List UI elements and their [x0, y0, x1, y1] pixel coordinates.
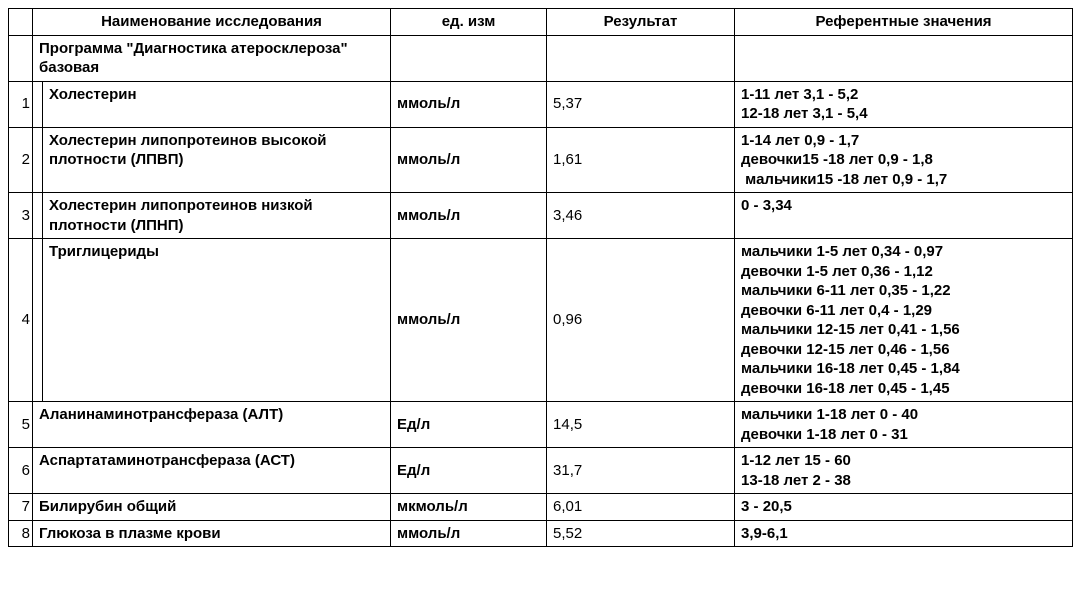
row-number: 2 [9, 127, 33, 193]
row-number: 6 [9, 448, 33, 494]
test-unit: Ед/л [391, 448, 547, 494]
program-title-unit [391, 35, 547, 81]
test-result: 0,96 [547, 239, 735, 402]
test-result: 6,01 [547, 494, 735, 521]
reference-line: девочки 12-15 лет 0,46 - 1,56 [741, 340, 1066, 360]
row-indent-gap [33, 127, 43, 193]
test-reference: 0 - 3,34 [735, 193, 1073, 239]
row-number: 1 [9, 81, 33, 127]
reference-line: мальчики 16-18 лет 0,45 - 1,84 [741, 359, 1066, 379]
col-header-name: Наименование исследования [33, 9, 391, 36]
reference-line: 1-12 лет 15 - 60 [741, 451, 1066, 471]
table-row: 5Аланинаминотрансфераза (АЛТ)Ед/л14,5мал… [9, 402, 1073, 448]
test-result: 5,52 [547, 520, 735, 547]
test-name: Холестерин [43, 81, 391, 127]
test-unit: Ед/л [391, 402, 547, 448]
test-unit: ммоль/л [391, 81, 547, 127]
test-unit: мкмоль/л [391, 494, 547, 521]
test-reference: 1-11 лет 3,1 - 5,212-18 лет 3,1 - 5,4 [735, 81, 1073, 127]
row-indent-gap [33, 81, 43, 127]
lab-results-table: Наименование исследования ед. изм Резуль… [8, 8, 1073, 547]
col-header-unit: ед. изм [391, 9, 547, 36]
reference-line: 1-14 лет 0,9 - 1,7 [741, 131, 1066, 151]
test-unit: ммоль/л [391, 127, 547, 193]
test-name: Холестерин липопротеинов низкой плотност… [43, 193, 391, 239]
reference-line: девочки15 -18 лет 0,9 - 1,8 [741, 150, 1066, 170]
test-result: 1,61 [547, 127, 735, 193]
test-reference: мальчики 1-18 лет 0 - 40девочки 1-18 лет… [735, 402, 1073, 448]
program-title-reference [735, 35, 1073, 81]
row-number: 3 [9, 193, 33, 239]
test-name: Аланинаминотрансфераза (АЛТ) [33, 402, 391, 448]
test-result: 3,46 [547, 193, 735, 239]
test-name: Аспартатаминотрансфераза (АСТ) [33, 448, 391, 494]
test-reference: 3 - 20,5 [735, 494, 1073, 521]
row-number: 4 [9, 239, 33, 402]
row-indent-gap [33, 239, 43, 402]
program-title-row: Программа "Диагностика атеросклероза" ба… [9, 35, 1073, 81]
test-unit: ммоль/л [391, 193, 547, 239]
reference-line: девочки 1-18 лет 0 - 31 [741, 425, 1066, 445]
test-name: Билирубин общий [33, 494, 391, 521]
test-reference: 1-12 лет 15 - 6013-18 лет 2 - 38 [735, 448, 1073, 494]
col-header-reference: Референтные значения [735, 9, 1073, 36]
row-number: 8 [9, 520, 33, 547]
reference-line: мальчики 1-5 лет 0,34 - 0,97 [741, 242, 1066, 262]
col-header-num [9, 9, 33, 36]
test-name: Глюкоза в плазме крови [33, 520, 391, 547]
reference-line: 3 - 20,5 [741, 497, 1066, 517]
table-row: 3Холестерин липопротеинов низкой плотнос… [9, 193, 1073, 239]
reference-line: мальчики 6-11 лет 0,35 - 1,22 [741, 281, 1066, 301]
table-row: 6Аспартатаминотрансфераза (АСТ)Ед/л31,71… [9, 448, 1073, 494]
test-unit: ммоль/л [391, 239, 547, 402]
reference-line: 1-11 лет 3,1 - 5,2 [741, 85, 1066, 105]
program-title-num [9, 35, 33, 81]
test-result: 31,7 [547, 448, 735, 494]
reference-line: мальчики15 -18 лет 0,9 - 1,7 [741, 170, 1066, 190]
reference-line: мальчики 12-15 лет 0,41 - 1,56 [741, 320, 1066, 340]
row-number: 7 [9, 494, 33, 521]
reference-line: 0 - 3,34 [741, 196, 1066, 216]
test-reference: 1-14 лет 0,9 - 1,7девочки15 -18 лет 0,9 … [735, 127, 1073, 193]
reference-line: девочки 16-18 лет 0,45 - 1,45 [741, 379, 1066, 399]
table-row: 4Триглицеридыммоль/л0,96мальчики 1-5 лет… [9, 239, 1073, 402]
table-row: 8Глюкоза в плазме кровиммоль/л5,52 3,9-6,… [9, 520, 1073, 547]
test-name: Холестерин липопротеинов высокой плотнос… [43, 127, 391, 193]
program-title-cell: Программа "Диагностика атеросклероза" ба… [33, 35, 391, 81]
col-header-result: Результат [547, 9, 735, 36]
test-name: Триглицериды [43, 239, 391, 402]
test-reference: мальчики 1-5 лет 0,34 - 0,97девочки 1-5 … [735, 239, 1073, 402]
table-row: 1Холестеринммоль/л5,371-11 лет 3,1 - 5,2… [9, 81, 1073, 127]
test-unit: ммоль/л [391, 520, 547, 547]
reference-line: девочки 1-5 лет 0,36 - 1,12 [741, 262, 1066, 282]
table-header-row: Наименование исследования ед. изм Резуль… [9, 9, 1073, 36]
reference-line: 13-18 лет 2 - 38 [741, 471, 1066, 491]
test-reference: 3,9-6,1 [735, 520, 1073, 547]
reference-line: девочки 6-11 лет 0,4 - 1,29 [741, 301, 1066, 321]
reference-line: 3,9-6,1 [741, 524, 1066, 544]
test-result: 5,37 [547, 81, 735, 127]
reference-line: 12-18 лет 3,1 - 5,4 [741, 104, 1066, 124]
test-result: 14,5 [547, 402, 735, 448]
table-row: 7Билирубин общиймкмоль/л6,01 3 - 20,5 [9, 494, 1073, 521]
table-row: 2Холестерин липопротеинов высокой плотно… [9, 127, 1073, 193]
program-title-result [547, 35, 735, 81]
row-indent-gap [33, 193, 43, 239]
row-number: 5 [9, 402, 33, 448]
reference-line: мальчики 1-18 лет 0 - 40 [741, 405, 1066, 425]
